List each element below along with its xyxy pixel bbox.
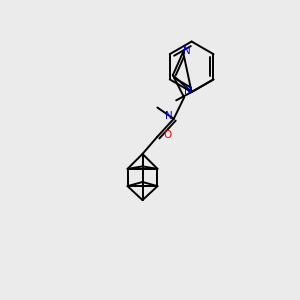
Text: O: O: [164, 130, 172, 140]
Text: N: N: [184, 85, 192, 96]
Text: N: N: [165, 112, 173, 122]
Text: N: N: [183, 46, 191, 56]
